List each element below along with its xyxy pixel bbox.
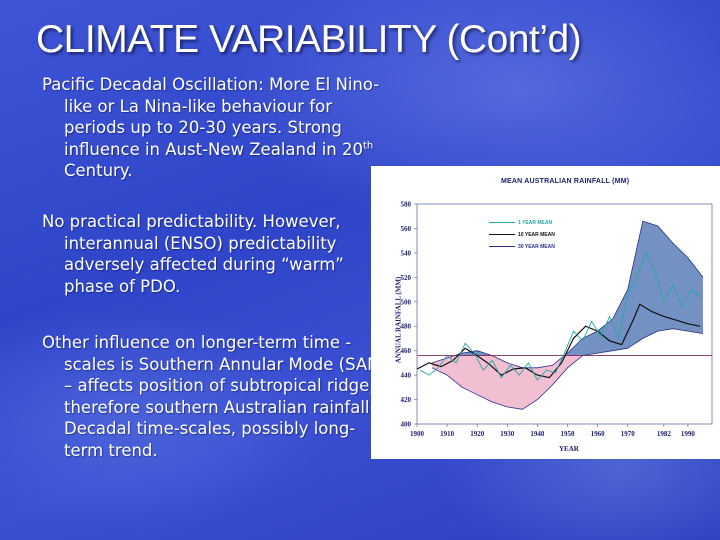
bullet-pdo-text-end: Century. (64, 161, 133, 180)
y-tick-label: 540 (401, 249, 412, 257)
legend-item-1-year: 1 YEAR MEAN (489, 220, 552, 229)
chart-y-axis-label: ANNUAL RAINFALL (MM) (394, 276, 403, 364)
rainfall-chart: 400 420 440 460 480 500 520 540 560 580 1900 1910 19… (401, 201, 713, 438)
y-tick-label: 420 (401, 396, 412, 404)
x-tick-label: 1970 (621, 430, 636, 438)
slide-title: CLIMATE VARIABILITY (Cont’d) (36, 18, 582, 61)
bullet-pdo: Pacific Decadal Oscillation: More El Nin… (42, 74, 386, 182)
y-tick-label: 500 (401, 298, 412, 306)
band-fill-above (454, 221, 703, 356)
x-tick-label: 1930 (500, 430, 515, 438)
chart-x-axis-label: YEAR (559, 445, 579, 453)
x-tick-label: 1960 (591, 430, 606, 438)
x-tick-label: 1982 (657, 430, 672, 438)
legend-item-30-year: 30 YEAR MEAN (489, 244, 555, 253)
bullet-sam: Other influence on longer-term time -sca… (42, 333, 388, 460)
legend-label-30-year: 30 YEAR MEAN (518, 244, 555, 250)
legend-swatch-30-year (489, 246, 515, 248)
legend-label-10-year: 10 YEAR MEAN (518, 232, 555, 238)
x-tick-label: 1990 (681, 430, 696, 438)
y-tick-label: 480 (401, 323, 412, 331)
series-30-year-lower (431, 328, 704, 410)
bullet-predictability: No practical predictability. However, in… (42, 212, 344, 296)
legend-swatch-1-year (489, 222, 515, 224)
y-tick-label: 560 (401, 225, 412, 233)
x-tick-label: 1950 (561, 430, 576, 438)
x-tick-label: 1910 (440, 430, 455, 438)
legend-item-10-year: 10 YEAR MEAN (489, 232, 555, 241)
legend-label-1-year: 1 YEAR MEAN (518, 220, 553, 226)
chart-title: MEAN AUSTRALIAN RAINFALL (MM) (501, 178, 630, 185)
y-tick-label: 440 (401, 372, 412, 380)
band-fill-below (432, 355, 583, 410)
series-30-year-upper (431, 220, 704, 369)
bullet-pdo-text: Pacific Decadal Oscillation: More El Nin… (42, 75, 380, 159)
legend-swatch-10-year (489, 234, 515, 236)
y-tick-label: 400 (401, 421, 412, 429)
series-1-year (419, 251, 701, 381)
y-tick-label: 460 (401, 347, 412, 355)
x-tick-label: 1940 (530, 430, 545, 438)
x-tick-label: 1920 (470, 430, 485, 438)
bullet-pdo-superscript: th (362, 140, 374, 151)
x-tick-label: 1900 (410, 430, 425, 438)
y-tick-label: 580 (401, 201, 412, 209)
rainfall-chart-figure: 400 420 440 460 480 500 520 540 560 580 1900 1910 19… (371, 166, 720, 459)
y-tick-label: 520 (401, 274, 412, 282)
series-10-year (416, 303, 701, 379)
